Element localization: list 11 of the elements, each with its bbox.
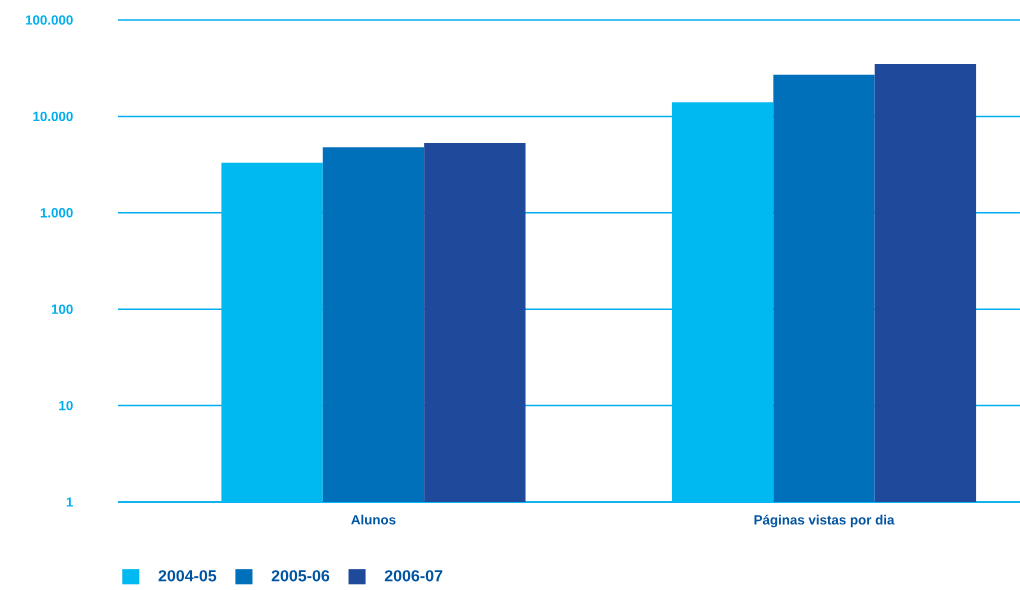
y-tick-label: 10 bbox=[59, 400, 73, 411]
x-tick-label: Páginas vistas por dia bbox=[754, 514, 895, 528]
y-tick-label: 100 bbox=[51, 304, 73, 314]
legend-label: 2005-06 bbox=[271, 570, 330, 582]
legend-label: 2004-05 bbox=[158, 570, 217, 582]
y-tick-label: 1 bbox=[66, 497, 73, 507]
y-tick-label: 10.000 bbox=[33, 111, 73, 122]
x-tick-label: Alunos bbox=[351, 514, 396, 525]
legend-label: 2006-07 bbox=[384, 570, 443, 582]
y-tick-label: 100.000 bbox=[25, 15, 73, 25]
y-tick-label: 1.000 bbox=[40, 208, 73, 218]
